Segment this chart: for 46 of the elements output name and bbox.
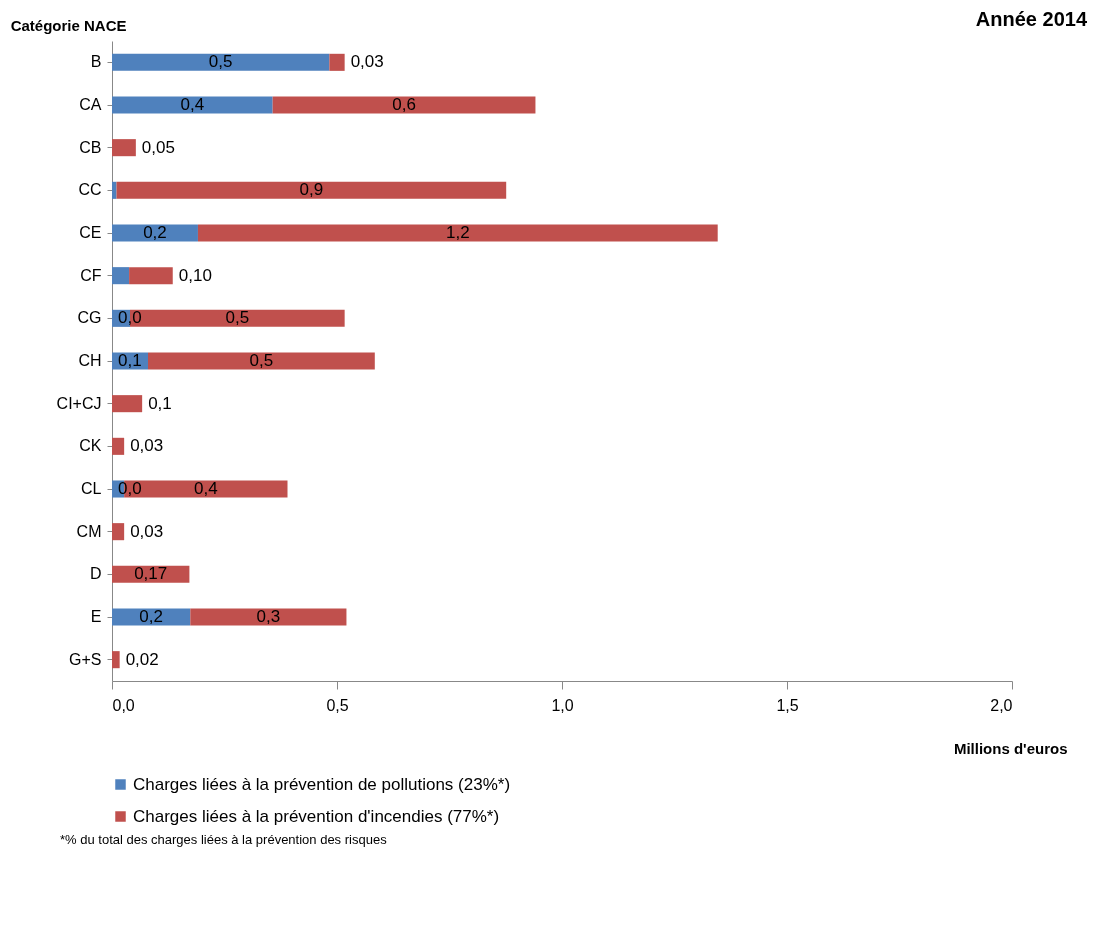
x-tick-label: 2,0 (990, 696, 1013, 714)
data-label: 0,03 (130, 521, 164, 541)
data-label: 0,5 (225, 308, 250, 328)
data-label: 0,4 (180, 95, 205, 114)
y-tick-label: CK (79, 437, 102, 455)
data-label: 0,03 (350, 52, 384, 72)
y-tick-label: CH (78, 352, 102, 369)
legend-label: Charges liées à la prévention d'incendies (77%*) (133, 806, 500, 826)
x-axis-title: Millions d'euros (953, 739, 1068, 757)
chart-title: Année 2014 (975, 8, 1088, 30)
data-label: 0,5 (249, 351, 274, 370)
x-tick-label: 0,5 (326, 696, 349, 714)
x-tick-label: 1,0 (551, 696, 574, 714)
data-label: 0,9 (299, 180, 324, 200)
y-axis-title: Catégorie NACE (10, 16, 127, 34)
y-tick-label: CF (80, 266, 102, 284)
data-label: 0,5 (208, 52, 233, 72)
data-label: 0,05 (141, 137, 175, 157)
data-label: 0,4 (194, 479, 218, 498)
x-tick-label: 1,5 (776, 696, 799, 714)
x-tick-label: 0,0 (112, 696, 135, 714)
data-label: 0,02 (125, 649, 159, 669)
y-tick-label: CG (77, 309, 102, 327)
data-label: 0,10 (178, 265, 212, 285)
y-tick-label: CA (79, 96, 102, 113)
data-label: 0,2 (143, 223, 167, 242)
y-tick-label: CM (76, 522, 102, 540)
y-tick-label: CL (81, 480, 102, 497)
y-tick-label: D (89, 565, 102, 583)
y-tick-label: E (90, 608, 102, 625)
y-tick-label: CE (79, 224, 102, 241)
legend-label: Charges liées à la prévention de pollutions (23%*) (133, 774, 511, 794)
y-tick-label: CI+CJ (56, 394, 102, 412)
y-tick-label: CB (79, 138, 102, 156)
data-label: 0,1 (148, 393, 172, 413)
data-label: 0,6 (392, 95, 416, 114)
data-label: 1,2 (446, 223, 470, 242)
y-tick-label: CC (78, 181, 102, 199)
data-label: 0,1 (118, 351, 142, 370)
text: *% du total des charges liées à la prévention des risques (60, 832, 388, 847)
data-label: 0,17 (134, 564, 168, 584)
data-label: 0,03 (130, 436, 164, 456)
data-label: 0,3 (256, 607, 281, 626)
data-label: 0,2 (139, 607, 163, 626)
y-tick-label: B (90, 53, 102, 71)
y-tick-label: G+S (69, 650, 102, 668)
